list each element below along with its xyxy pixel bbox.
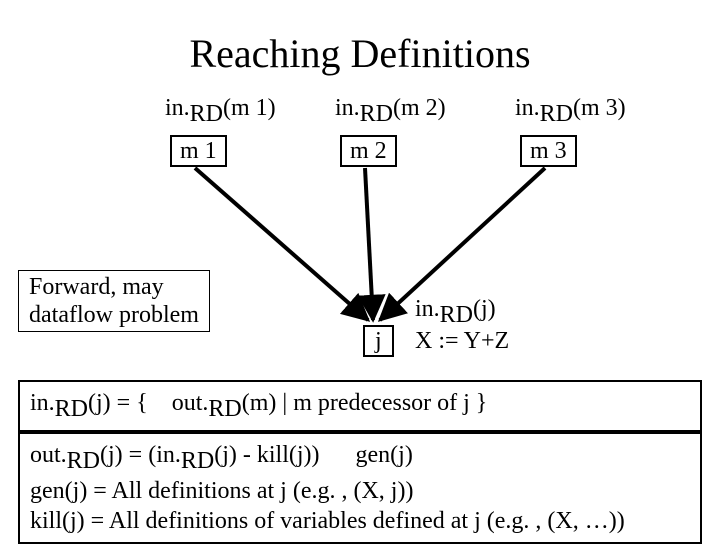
text-line: kill(j) = All definitions of variables d… [30, 506, 690, 536]
text: out. [154, 390, 209, 416]
text: in. [515, 95, 540, 121]
text: RD [55, 396, 88, 422]
text: in. [30, 390, 55, 416]
text: in. [415, 296, 440, 322]
text: (m 3) [573, 95, 626, 121]
text: RD [67, 448, 100, 474]
equation-inrd: in.RD(j) = { out.RD(m) | m predecessor o… [18, 380, 702, 432]
text: (m 2) [393, 95, 446, 121]
text: RD [540, 101, 573, 127]
in-label-m3: in.RD(m 3) [515, 95, 626, 128]
text: in. [165, 95, 190, 121]
text: RD [181, 448, 214, 474]
text: RD [208, 396, 241, 422]
text: out. [30, 442, 67, 468]
note-box: Forward, may dataflow problem [18, 270, 210, 332]
text: RD [440, 302, 473, 328]
text: (j) = { [88, 390, 154, 416]
text: dataflow problem [29, 301, 199, 329]
text-line: gen(j) = All definitions at j (e.g. , (X… [30, 476, 690, 506]
text: RD [190, 101, 223, 127]
text: Forward, may [29, 273, 199, 301]
text: (j) = (in. [100, 442, 181, 468]
node-m3: m 3 [520, 135, 577, 167]
node-m2: m 2 [340, 135, 397, 167]
node-j: j [363, 325, 394, 357]
text: in. [335, 95, 360, 121]
text: (m 1) [223, 95, 276, 121]
text: (m) | m predecessor of j } [242, 390, 488, 416]
node-m1: m 1 [170, 135, 227, 167]
text: (j) [473, 296, 496, 322]
in-label-j: in.RD(j) [415, 296, 496, 329]
stmt-text: X := Y+Z [415, 328, 509, 355]
text: RD [360, 101, 393, 127]
text: (j) - kill(j)) gen(j) [214, 442, 413, 468]
text-line: out.RD(j) = (in.RD(j) - kill(j)) gen(j) [30, 440, 690, 476]
equation-outrd: out.RD(j) = (in.RD(j) - kill(j)) gen(j) … [18, 432, 702, 544]
slide-canvas: Reaching Definitions in.RD(m 1) in.RD(m … [0, 0, 720, 540]
in-label-m2: in.RD(m 2) [335, 95, 446, 128]
slide-title: Reaching Definitions [0, 30, 720, 77]
in-label-m1: in.RD(m 1) [165, 95, 276, 128]
